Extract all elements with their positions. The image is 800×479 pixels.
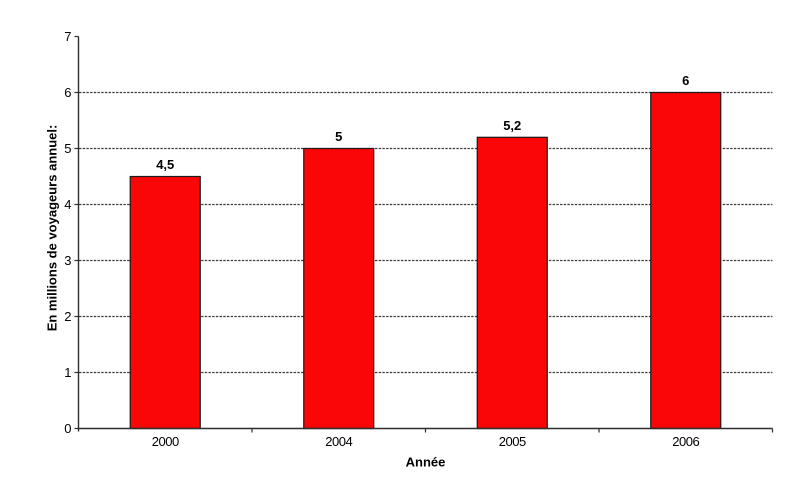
svg-text:5,2: 5,2	[503, 118, 521, 133]
svg-text:5: 5	[335, 129, 342, 144]
svg-text:0: 0	[64, 421, 71, 436]
svg-text:2000: 2000	[152, 434, 179, 449]
svg-text:Année: Année	[406, 455, 446, 470]
svg-text:En millions de voyageurs annue: En millions de voyageurs annuel:	[45, 125, 60, 332]
svg-text:6: 6	[682, 73, 689, 88]
svg-text:3: 3	[64, 253, 71, 268]
svg-text:5: 5	[64, 141, 71, 156]
svg-text:2006: 2006	[672, 434, 699, 449]
svg-text:7: 7	[64, 29, 71, 44]
svg-text:6: 6	[64, 85, 71, 100]
svg-text:4: 4	[64, 197, 71, 212]
svg-text:4,5: 4,5	[156, 157, 174, 172]
svg-text:2005: 2005	[499, 434, 526, 449]
svg-text:2004: 2004	[325, 434, 352, 449]
svg-text:2: 2	[64, 309, 71, 324]
svg-text:1: 1	[64, 365, 71, 380]
